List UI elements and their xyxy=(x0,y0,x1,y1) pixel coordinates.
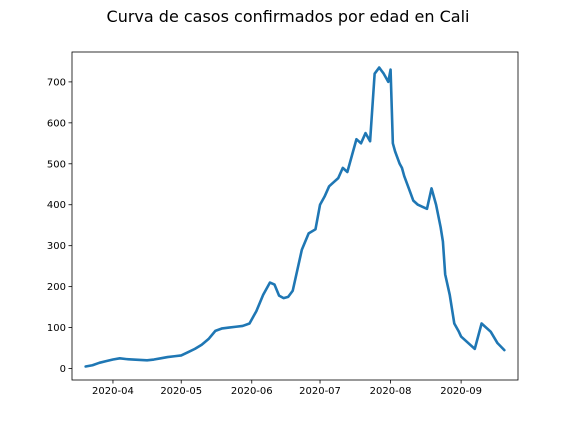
y-tick-label: 100 xyxy=(47,323,66,334)
x-tick-label: 2020-06 xyxy=(231,386,273,397)
y-axis: 0 100 200 300 400 500 600 700 xyxy=(47,77,72,375)
y-tick-label: 600 xyxy=(47,118,66,129)
x-tick-label: 2020-08 xyxy=(370,386,412,397)
y-tick-label: 400 xyxy=(47,200,66,211)
y-tick-label: 0 xyxy=(60,364,66,375)
chart-title: Curva de casos confirmados por edad en C… xyxy=(107,7,470,26)
series-line xyxy=(84,66,506,368)
y-tick-label: 700 xyxy=(47,77,66,88)
y-tick-label: 200 xyxy=(47,282,66,293)
x-tick-label: 2020-04 xyxy=(92,386,134,397)
x-tick-label: 2020-07 xyxy=(299,386,341,397)
x-axis: 2020-04 2020-05 2020-06 2020-07 2020-08 2020-… xyxy=(92,380,482,397)
x-tick-label: 2020-05 xyxy=(160,386,202,397)
y-tick-label: 500 xyxy=(47,159,66,170)
x-tick-label: 2020-09 xyxy=(440,386,482,397)
y-tick-label: 300 xyxy=(47,241,66,252)
plot-frame xyxy=(71,51,519,381)
